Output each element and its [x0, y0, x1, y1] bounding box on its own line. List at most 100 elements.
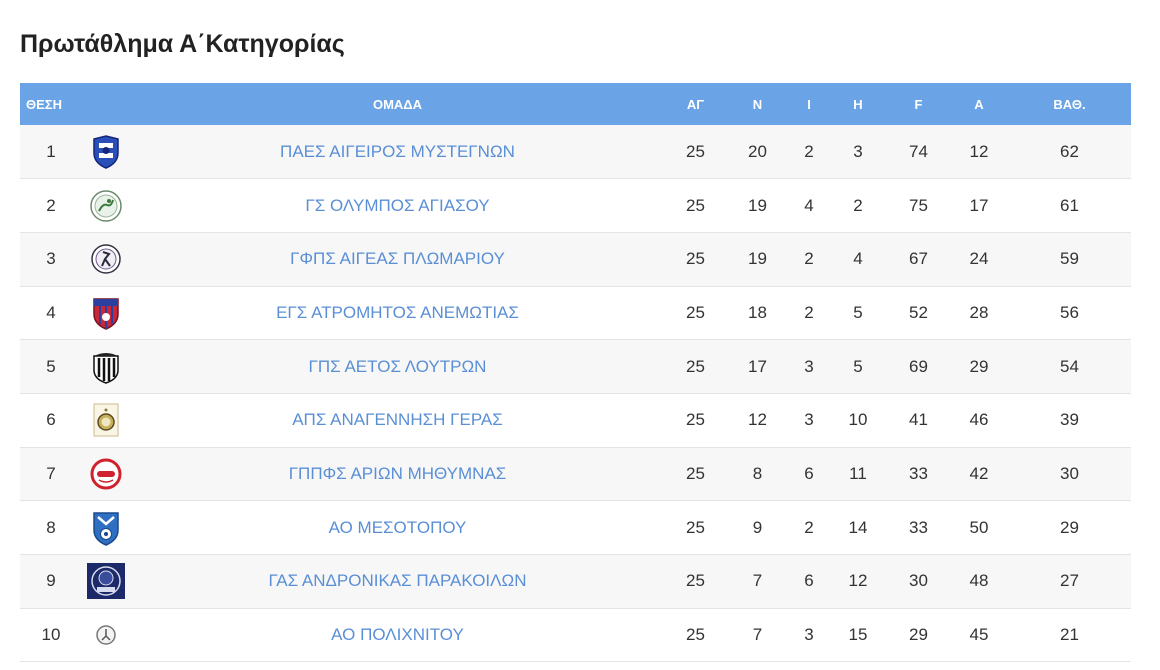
- row-losses: 5: [853, 356, 863, 376]
- anagennisi-crest-icon: [91, 402, 121, 438]
- team-name-link[interactable]: ΕΓΣ ΑΤΡΟΜΗΤΟΣ ΑΝΕΜΩΤΙΑΣ: [276, 302, 519, 322]
- header-losses[interactable]: Η: [853, 96, 863, 112]
- row-played: 25: [686, 625, 705, 645]
- row-goals-against: 48: [969, 571, 989, 591]
- table-row: 7 ΓΠΠΦΣ ΑΡΙΩΝ ΜΗΘΥΜΝΑΣ 25 8 6 11 33 42 3…: [20, 447, 1131, 501]
- row-goals-for: 33: [909, 517, 928, 537]
- row-goals-against: 12: [969, 141, 989, 161]
- row-played: 25: [686, 517, 705, 537]
- row-position: 2: [46, 195, 56, 215]
- row-draws: 2: [804, 302, 814, 322]
- table-row: 9 ΓΑΣ ΑΝΔΡΟΝΙΚΑΣ ΠΑΡΑΚΟΙΛΩΝ 25 7 6 12 30…: [20, 554, 1131, 609]
- row-goals-for: 69: [909, 356, 928, 376]
- table-header-row: ΘΕΣΗ ΟΜΑΔΑ ΑΓ Ν Ι Η F A ΒΑΘ.: [20, 83, 1131, 125]
- team-name-link[interactable]: ΑΠΣ ΑΝΑΓΕΝΝΗΣΗ ΓΕΡΑΣ: [292, 410, 503, 430]
- row-points: 29: [1060, 517, 1079, 537]
- row-wins: 12: [748, 410, 767, 430]
- row-points: 59: [1060, 249, 1079, 269]
- row-points: 30: [1060, 463, 1079, 483]
- row-position: 5: [46, 356, 56, 376]
- row-goals-for: 52: [909, 302, 928, 322]
- team-name-link[interactable]: ΓΣ ΟΛΥΜΠΟΣ ΑΓΙΑΣΟΥ: [305, 195, 490, 215]
- row-wins: 7: [752, 625, 763, 645]
- row-goals-for: 74: [909, 141, 928, 161]
- team-name-link[interactable]: ΓΠΠΦΣ ΑΡΙΩΝ ΜΗΘΥΜΝΑΣ: [288, 463, 507, 483]
- team-name-link[interactable]: ΑΟ ΜΕΣΟΤΟΠΟΥ: [328, 517, 467, 537]
- row-played: 25: [686, 410, 705, 430]
- row-draws: 6: [804, 463, 814, 483]
- row-position: 4: [46, 302, 56, 322]
- row-played: 25: [686, 356, 705, 376]
- row-wins: 18: [748, 302, 767, 322]
- header-crest: [82, 83, 130, 125]
- team-name-link[interactable]: ΓΑΣ ΑΝΔΡΟΝΙΚΑΣ ΠΑΡΑΚΟΙΛΩΝ: [268, 571, 527, 591]
- row-losses: 12: [848, 571, 868, 591]
- row-wins: 19: [748, 249, 767, 269]
- row-goals-for: 33: [909, 463, 928, 483]
- row-wins: 20: [748, 141, 767, 161]
- row-position: 6: [46, 410, 56, 430]
- header-team[interactable]: ΟΜΑΔΑ: [372, 96, 423, 112]
- header-position[interactable]: ΘΕΣΗ: [26, 96, 62, 112]
- header-draws[interactable]: Ι: [807, 96, 811, 112]
- row-goals-against: 45: [969, 625, 989, 645]
- row-wins: 9: [752, 517, 763, 537]
- header-points[interactable]: ΒΑΘ.: [1053, 96, 1086, 112]
- aigeas-crest-icon: [90, 243, 122, 275]
- arion-crest-icon: [90, 458, 122, 490]
- header-wins[interactable]: Ν: [752, 96, 763, 112]
- row-position: 9: [46, 571, 56, 591]
- row-points: 61: [1060, 195, 1079, 215]
- row-points: 21: [1060, 625, 1079, 645]
- team-name-link[interactable]: ΓΦΠΣ ΑΙΓΕΑΣ ΠΛΩΜΑΡΙΟΥ: [290, 249, 505, 269]
- row-goals-for: 75: [909, 195, 928, 215]
- row-losses: 5: [853, 302, 863, 322]
- row-losses: 10: [848, 410, 868, 430]
- table-row: 2 ΓΣ ΟΛΥΜΠΟΣ ΑΓΙΑΣΟΥ 25 19 4 2 75 17 61: [20, 178, 1131, 233]
- row-draws: 3: [804, 410, 814, 430]
- team-name-link[interactable]: ΠΑΕΣ ΑΙΓΕΙΡΟΣ ΜΥΣΤΕΓΝΩΝ: [280, 141, 515, 161]
- row-points: 62: [1060, 141, 1079, 161]
- row-position: 8: [46, 517, 56, 537]
- row-losses: 3: [853, 141, 863, 161]
- row-points: 39: [1060, 410, 1079, 430]
- table-row: 8 ΑΟ ΜΕΣΟΤΟΠΟΥ 25 9 2 14 33 50 29: [20, 500, 1131, 555]
- team-name-link[interactable]: ΓΠΣ ΑΕΤΟΣ ΛΟΥΤΡΩΝ: [308, 356, 487, 376]
- row-goals-for: 29: [909, 625, 928, 645]
- row-draws: 3: [804, 625, 814, 645]
- row-losses: 2: [853, 195, 863, 215]
- mesotopou-crest-icon: [91, 510, 121, 546]
- table-row: 5 ΓΠΣ ΑΕΤΟΣ ΛΟΥΤΡΩΝ 25 17 3 5 69 29 54: [20, 339, 1131, 394]
- table-row: 1 ΠΑΕΣ ΑΙΓΕΙΡΟΣ ΜΥΣΤΕΓΝΩΝ 25 20 2 3 74 1…: [20, 125, 1131, 179]
- header-goals-against[interactable]: A: [974, 96, 984, 112]
- row-position: 1: [46, 141, 56, 161]
- atromitos-crest-icon: [91, 296, 121, 330]
- row-goals-for: 41: [909, 410, 928, 430]
- row-losses: 15: [848, 625, 868, 645]
- row-goals-against: 29: [969, 356, 989, 376]
- aigeiros-crest-icon: [91, 134, 121, 169]
- row-goals-against: 17: [969, 195, 989, 215]
- table-row: 6 ΑΠΣ ΑΝΑΓΕΝΝΗΣΗ ΓΕΡΑΣ 25 12 3 10 41 46 …: [20, 393, 1131, 448]
- row-draws: 2: [804, 141, 814, 161]
- row-points: 56: [1060, 302, 1079, 322]
- row-wins: 19: [748, 195, 767, 215]
- row-played: 25: [686, 141, 705, 161]
- row-losses: 14: [848, 517, 868, 537]
- row-draws: 4: [804, 195, 814, 215]
- team-name-link[interactable]: ΑΟ ΠΟΛΙΧΝΙΤΟΥ: [331, 625, 464, 645]
- row-wins: 7: [752, 571, 763, 591]
- row-draws: 3: [804, 356, 814, 376]
- row-points: 54: [1060, 356, 1079, 376]
- header-goals-for[interactable]: F: [914, 96, 923, 112]
- row-draws: 2: [804, 517, 814, 537]
- page-title: Πρωτάθλημα Α΄Κατηγορίας: [20, 30, 345, 58]
- aetos-crest-icon: [90, 350, 122, 384]
- row-position: 10: [41, 625, 61, 645]
- row-wins: 17: [748, 356, 767, 376]
- header-played[interactable]: ΑΓ: [686, 96, 705, 112]
- row-goals-against: 50: [969, 517, 989, 537]
- standings-table: ΘΕΣΗ ΟΜΑΔΑ ΑΓ Ν Ι Η F A ΒΑΘ. 1 ΠΑΕΣ ΑΙΓΕ…: [20, 83, 1131, 662]
- row-losses: 11: [849, 463, 867, 483]
- olympos-crest-icon: [89, 189, 123, 223]
